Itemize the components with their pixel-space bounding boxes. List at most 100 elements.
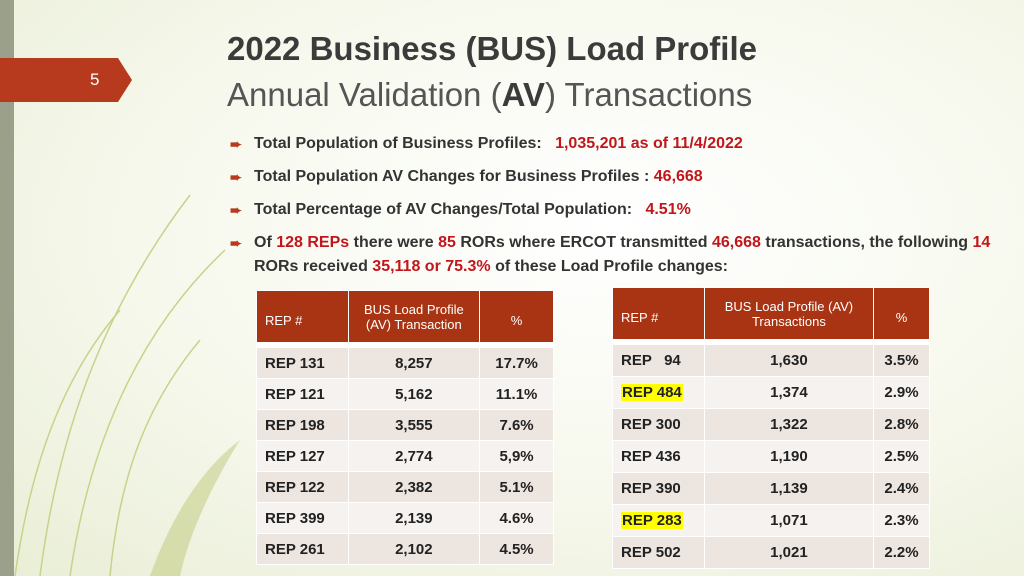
bullet-value: 14 xyxy=(972,234,991,251)
bullet-text: transactions, the following xyxy=(765,234,969,251)
table-left: REP # BUS Load Profile (AV) Transaction … xyxy=(256,290,554,565)
cell-count: 1,630 xyxy=(703,344,875,377)
cell-count: 1,190 xyxy=(703,440,875,473)
arrow-bullet-icon: ➨ xyxy=(230,136,242,152)
highlighted-rep: REP 484 xyxy=(621,384,683,401)
cell-rep: REP 436 xyxy=(612,440,705,473)
cell-percent: 2.8% xyxy=(873,408,930,441)
table-row: REP 131 8,257 17.7% xyxy=(256,347,554,379)
bullet-label: Total Population of Business Profiles: xyxy=(254,135,542,152)
table-row: REP 127 2,774 5,9% xyxy=(256,440,554,472)
cell-percent: 5,9% xyxy=(479,440,554,472)
slide-subtitle: Annual Validation (AV) Transactions xyxy=(227,76,752,114)
cell-percent: 2.3% xyxy=(873,504,930,537)
cell-count: 2,774 xyxy=(347,440,481,472)
cell-count: 2,139 xyxy=(347,502,481,534)
bullet-av-changes: ➨ Total Population AV Changes for Busine… xyxy=(230,165,1010,189)
highlighted-rep: REP 283 xyxy=(621,512,683,529)
subtitle-part: ) Transactions xyxy=(544,76,753,113)
bullet-value: 4.51% xyxy=(645,201,691,218)
header-transactions: BUS Load Profile (AV) Transactions xyxy=(703,287,875,340)
table-row: REP 121 5,162 11.1% xyxy=(256,378,554,410)
bullet-percentage: ➨ Total Percentage of AV Changes/Total P… xyxy=(230,198,1010,222)
table-row: REP 300 1,322 2.8% xyxy=(612,408,930,441)
cell-count: 5,162 xyxy=(347,378,481,410)
header-percent: % xyxy=(479,290,554,343)
cell-count: 8,257 xyxy=(347,347,481,379)
cell-percent: 4.5% xyxy=(479,533,554,565)
cell-rep: REP 502 xyxy=(612,536,705,569)
cell-percent: 11.1% xyxy=(479,378,554,410)
table-header-row: REP # BUS Load Profile (AV) Transactions… xyxy=(612,287,930,340)
cell-rep: REP 261 xyxy=(256,533,349,565)
cell-percent: 2.4% xyxy=(873,472,930,505)
cell-rep: REP 300 xyxy=(612,408,705,441)
table-row: REP 122 2,382 5.1% xyxy=(256,471,554,503)
arrow-bullet-icon: ➨ xyxy=(230,202,242,218)
cell-count: 3,555 xyxy=(347,409,481,441)
header-percent: % xyxy=(873,287,930,340)
bullet-value: 128 REPs xyxy=(276,234,350,251)
subtitle-part: Annual Validation ( xyxy=(227,76,502,113)
bullet-label: Total Population AV Changes for Business… xyxy=(254,168,650,185)
cell-rep: REP 122 xyxy=(256,471,349,503)
table-row: REP 502 1,021 2.2% xyxy=(612,536,930,569)
bullet-text: of these Load Profile changes: xyxy=(495,258,728,275)
arrow-bullet-icon: ➨ xyxy=(230,235,242,251)
cell-rep: REP 283 xyxy=(612,504,705,537)
bullet-value: 35,118 or 75.3% xyxy=(372,258,491,275)
bullet-total-population: ➨ Total Population of Business Profiles:… xyxy=(230,132,1010,156)
bullet-value: 85 xyxy=(438,234,456,251)
bullet-text: RORs where ERCOT transmitted xyxy=(460,234,708,251)
cell-rep: REP 198 xyxy=(256,409,349,441)
header-rep: REP # xyxy=(612,287,705,340)
left-accent-strip xyxy=(0,0,14,576)
cell-rep: REP 484 xyxy=(612,376,705,409)
cell-percent: 2.5% xyxy=(873,440,930,473)
table-header-row: REP # BUS Load Profile (AV) Transaction … xyxy=(256,290,554,343)
arrow-bullet-icon: ➨ xyxy=(230,169,242,185)
table-row: REP 399 2,139 4.6% xyxy=(256,502,554,534)
table-row: REP 261 2,102 4.5% xyxy=(256,533,554,565)
cell-percent: 17.7% xyxy=(479,347,554,379)
table-right: REP # BUS Load Profile (AV) Transactions… xyxy=(612,287,930,569)
page-number-tab: 5 xyxy=(0,58,132,102)
cell-rep: REP 390 xyxy=(612,472,705,505)
cell-rep: REP 399 xyxy=(256,502,349,534)
cell-count: 1,322 xyxy=(703,408,875,441)
decorative-lines xyxy=(14,194,240,576)
cell-count: 1,139 xyxy=(703,472,875,505)
table-row: REP 94 1,630 3.5% xyxy=(612,344,930,377)
cell-percent: 2.2% xyxy=(873,536,930,569)
cell-percent: 5.1% xyxy=(479,471,554,503)
cell-rep: REP 94 xyxy=(612,344,705,377)
bullet-text: there were xyxy=(353,234,434,251)
cell-count: 1,071 xyxy=(703,504,875,537)
page-number: 5 xyxy=(90,70,100,89)
bullet-text: Of xyxy=(254,234,272,251)
cell-percent: 4.6% xyxy=(479,502,554,534)
bullet-value: 46,668 xyxy=(711,234,761,251)
cell-percent: 7.6% xyxy=(479,409,554,441)
bullet-text: RORs received xyxy=(254,258,368,275)
slide-title: 2022 Business (BUS) Load Profile xyxy=(227,30,757,67)
bullet-list: ➨ Total Population of Business Profiles:… xyxy=(230,132,1010,288)
cell-percent: 3.5% xyxy=(873,344,930,377)
cell-count: 1,021 xyxy=(703,536,875,569)
cell-rep: REP 121 xyxy=(256,378,349,410)
header-rep: REP # xyxy=(256,290,349,343)
cell-rep: REP 131 xyxy=(256,347,349,379)
bullet-value: 1,035,201 as of 11/4/2022 xyxy=(555,135,743,152)
table-row: REP 436 1,190 2.5% xyxy=(612,440,930,473)
header-transactions: BUS Load Profile (AV) Transaction xyxy=(347,290,481,343)
table-row: REP 484 1,374 2.9% xyxy=(612,376,930,409)
cell-count: 2,102 xyxy=(347,533,481,565)
cell-count: 2,382 xyxy=(347,471,481,503)
cell-rep: REP 127 xyxy=(256,440,349,472)
bullet-label: Total Percentage of AV Changes/Total Pop… xyxy=(254,201,633,218)
bullet-value: 46,668 xyxy=(653,168,703,185)
cell-count: 1,374 xyxy=(703,376,875,409)
bullet-rep-summary: ➨ Of 128 REPs there were 85 RORs where E… xyxy=(230,231,1010,279)
table-row: REP 198 3,555 7.6% xyxy=(256,409,554,441)
table-row: REP 390 1,139 2.4% xyxy=(612,472,930,505)
